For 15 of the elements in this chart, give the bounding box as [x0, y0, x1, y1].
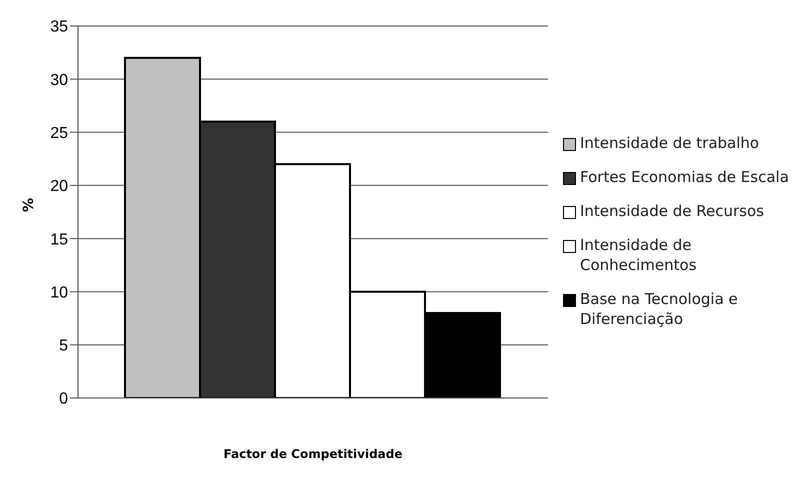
y-tick-label: 15 [50, 231, 68, 248]
legend-label: Intensidade de trabalho [580, 133, 760, 153]
legend-label: Intensidade de Conhecimentos [580, 235, 698, 275]
legend-label: Intensidade de Recursos [580, 201, 764, 221]
legend-label: Fortes Economias de Escala [580, 167, 789, 187]
y-tick-label: 30 [50, 72, 68, 89]
y-tick-label: 0 [59, 390, 68, 408]
x-axis-title: Factor de Competitividade [223, 447, 403, 461]
y-axis-title: % [20, 198, 37, 212]
y-tick-label: 35 [50, 18, 68, 36]
y-tick-label: 10 [50, 284, 68, 302]
y-tick-label: 5 [59, 338, 68, 355]
y-tick-label: 20 [50, 178, 68, 196]
y-tick-label: 25 [50, 124, 68, 142]
legend-label: Base na Tecnologia e Diferenciação [580, 289, 739, 329]
